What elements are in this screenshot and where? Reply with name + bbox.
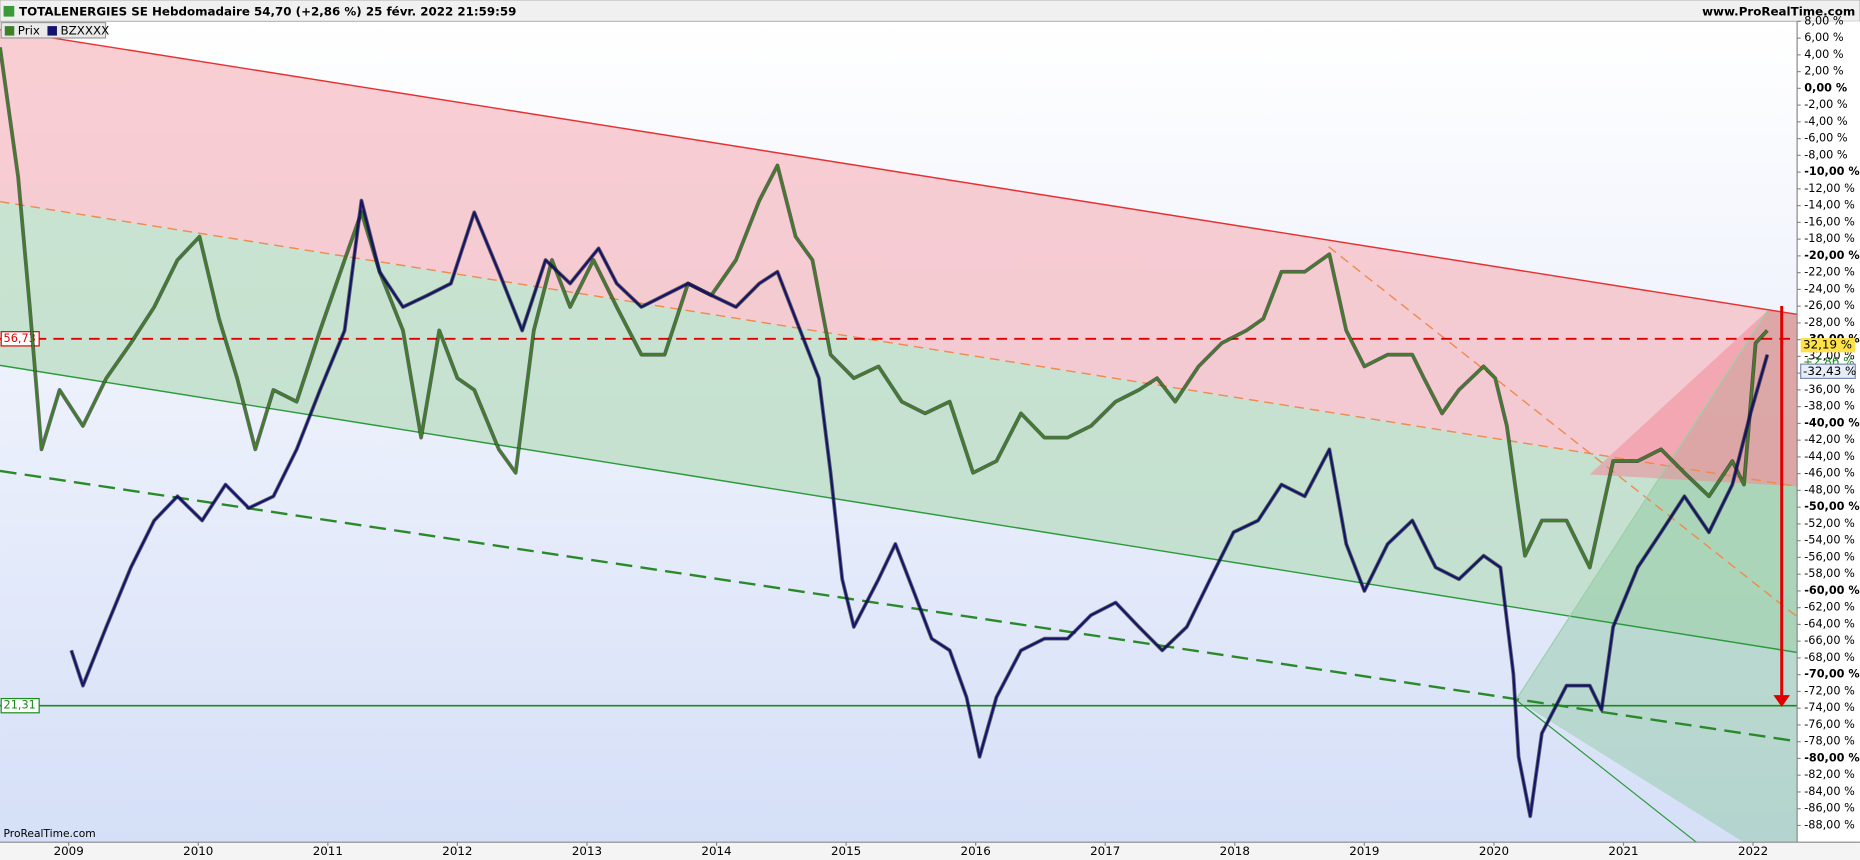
y-tick-label: -52,00 %	[1804, 517, 1855, 530]
legend-label: BZXXXX	[61, 23, 110, 37]
price-line	[0, 47, 1769, 569]
x-tick-label: 2018	[1220, 844, 1250, 858]
x-tick-label: 2020	[1479, 844, 1509, 858]
y-tick-label: -22,00 %	[1804, 266, 1855, 279]
trend-line	[1328, 246, 1798, 618]
y-tick-label: -14,00 %	[1804, 199, 1855, 212]
footer: ProRealTime.com	[4, 827, 96, 840]
y-tick-label: -28,00 %	[1804, 316, 1855, 329]
icon	[3, 5, 15, 17]
level-label: 56,73	[4, 332, 36, 345]
legend-swatch	[4, 26, 15, 36]
y-tick-label: -78,00 %	[1804, 735, 1855, 748]
y-tick-label: -20,00 %	[1804, 249, 1859, 262]
x-tick-label: 2021	[1608, 844, 1638, 858]
y-tick-label: -58,00 %	[1804, 567, 1855, 580]
y-tick-label: 4,00 %	[1804, 48, 1844, 61]
x-axis-panel	[0, 842, 1860, 860]
y-axis-ticks: 8,00 % 6,00 % 4,00 % 2,00 % 0,00 % -2,00 % -4,…	[1797, 14, 1860, 831]
x-tick-label: 2015	[831, 844, 861, 858]
y-tick-label: -6,00 %	[1804, 132, 1848, 145]
y-tick-label: -38,00 %	[1804, 400, 1855, 413]
y-tick-label: -26,00 %	[1804, 299, 1855, 312]
level-tag	[0, 331, 40, 347]
middle-channel	[0, 201, 1798, 653]
level-tag	[0, 697, 40, 714]
y-tick-label: -66,00 %	[1804, 634, 1855, 647]
x-tick-label: 2013	[572, 844, 602, 858]
y-tick-label: -16,00 %	[1804, 215, 1855, 228]
y-tick-label: -56,00 %	[1804, 550, 1855, 563]
x-tick-label: 2017	[1090, 844, 1120, 858]
y-tick-label: -44,00 %	[1804, 450, 1855, 463]
y-tick-label: -40,00 %	[1804, 416, 1859, 429]
y-tick-label: -80,00 %	[1804, 751, 1859, 764]
x-tick-label: 2011	[313, 844, 343, 858]
y-axis-panel	[1797, 21, 1860, 860]
y-tick-label: -86,00 %	[1804, 802, 1855, 815]
y-tick-label: -54,00 %	[1804, 534, 1855, 547]
y-tick-label: -64,00 %	[1804, 617, 1855, 630]
y-tick-label: -76,00 %	[1804, 718, 1855, 731]
arrow-head	[1773, 695, 1790, 707]
y-tick-label: -24,00 %	[1804, 282, 1855, 295]
y-tick-label: -72,00 %	[1804, 684, 1855, 697]
y-tick-label: -50,00 %	[1804, 500, 1859, 513]
source: www.ProRealTime.com	[1702, 4, 1855, 18]
price-label: 32,19 %	[1803, 338, 1852, 352]
y-tick-label: -82,00 %	[1804, 768, 1855, 781]
header-title: TOTALENERGIES SE Hebdomadaire 54,70 (+2,…	[19, 4, 516, 18]
x-tick-label: 2016	[961, 844, 991, 858]
x-axis-ticks: 2009 2010 2011 2012 2013 2014 2015 2016 2017 2018…	[54, 842, 1768, 858]
y-tick-label: -88,00 %	[1804, 818, 1855, 831]
y-tick-label: -46,00 %	[1804, 467, 1855, 480]
x-tick-label: 2019	[1349, 844, 1379, 858]
y-tick-label: -10,00 %	[1804, 165, 1859, 178]
y-tick-label: -8,00 %	[1804, 148, 1848, 161]
y-tick-label: -18,00 %	[1804, 232, 1855, 245]
trend-line	[0, 28, 1798, 316]
levels: 56,73 21,31	[0, 331, 1798, 714]
y-tick-label: -84,00 %	[1804, 785, 1855, 798]
y-tick-label: 6,00 %	[1804, 31, 1844, 44]
y-tick-label: -60,00 %	[1804, 584, 1859, 597]
x-tick-label: 2022	[1738, 844, 1768, 858]
legend-label: Prix	[18, 23, 40, 37]
y-tick-label: -74,00 %	[1804, 701, 1855, 714]
y-tick-label: -32,00 %	[1804, 349, 1855, 362]
y-tick-label: -4,00 %	[1804, 115, 1848, 128]
trend-line	[1515, 310, 1768, 701]
price-tag	[1800, 363, 1856, 379]
y-tick-label: 2,00 %	[1804, 65, 1844, 78]
price-line	[70, 199, 1769, 818]
x-tick-label: 2009	[54, 844, 84, 858]
x-tick-label: 2014	[701, 844, 731, 858]
y-tick-label: 8,00 %	[1804, 14, 1844, 27]
y-tick-label: -48,00 %	[1804, 483, 1855, 496]
trend-line	[0, 200, 1798, 488]
y-tick-label: -70,00 %	[1804, 668, 1859, 681]
trend-line	[0, 469, 1798, 743]
upper-channel	[0, 29, 1798, 487]
x-tick-label: 2010	[183, 844, 213, 858]
fan-upper	[1589, 310, 1798, 487]
legend-swatch	[47, 26, 57, 36]
y-tick-label: -62,00 %	[1804, 601, 1855, 614]
y-tick-label: -42,00 %	[1804, 433, 1855, 446]
level-label: 21,31	[4, 699, 36, 712]
y-tick-label: -68,00 %	[1804, 651, 1855, 664]
y-tick-label: -2,00 %	[1804, 98, 1848, 111]
price-label: -32,43 %	[1803, 364, 1856, 378]
trend-line	[0, 364, 1798, 654]
x-tick-label: 2012	[442, 844, 472, 858]
y-tick-label: 0,00 %	[1804, 81, 1847, 94]
price-tag	[1800, 338, 1856, 353]
y-tick-label: -36,00 %	[1804, 383, 1855, 396]
y-tick-label: -12,00 %	[1804, 182, 1855, 195]
series-layer	[0, 47, 1770, 819]
